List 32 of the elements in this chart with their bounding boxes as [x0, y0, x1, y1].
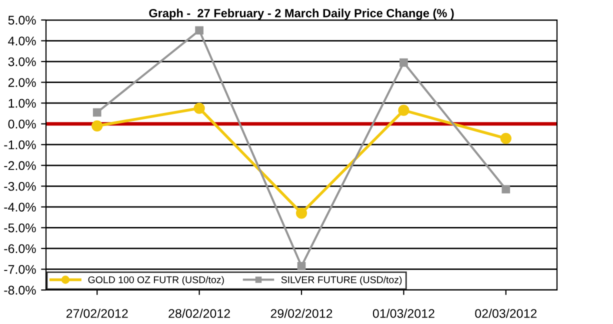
- x-tick-label: 27/02/2012: [66, 308, 128, 318]
- y-tick-label: -8.0%: [4, 286, 36, 295]
- y-tick-label: -5.0%: [4, 223, 36, 232]
- point: [296, 208, 308, 219]
- legend-label: SILVER FUTURE (USD/toz): [281, 276, 402, 286]
- point: [194, 102, 205, 114]
- y-tick-label: 4.0%: [8, 36, 36, 46]
- point: [500, 132, 512, 144]
- y-tick-label: 0.0%: [8, 120, 36, 128]
- point: [92, 108, 102, 117]
- y-tick-label: -1.0%: [4, 140, 36, 150]
- point: [400, 58, 408, 67]
- x-tick-label: 28/02/2012: [168, 308, 230, 318]
- y-tick-label: -7.0%: [4, 265, 36, 274]
- point: [195, 26, 204, 35]
- y-tick-label: -6.0%: [4, 244, 36, 254]
- legend-label: GOLD 100 OZ FUTR (USD/toz): [88, 276, 224, 286]
- x-tick-label: 29/02/2012: [270, 308, 332, 318]
- y-tick-label: 3.0%: [8, 57, 36, 66]
- y-tick-label: -3.0%: [4, 182, 36, 191]
- point: [92, 120, 103, 132]
- point: [398, 104, 410, 116]
- x-tick-label: 01/03/2012: [372, 308, 434, 318]
- point: [502, 185, 510, 194]
- x-tick-label: 02/03/2012: [475, 308, 537, 318]
- y-tick-label: 1.0%: [8, 98, 36, 108]
- y-tick-label: -4.0%: [4, 202, 36, 212]
- y-tick-label: 2.0%: [8, 78, 36, 87]
- y-tick-label: -2.0%: [4, 161, 36, 170]
- point: [297, 262, 306, 270]
- chart-title: Graph - 27 February - 2 March Daily Price Change (% ): [149, 8, 454, 20]
- y-tick-label: 5.0%: [8, 16, 36, 25]
